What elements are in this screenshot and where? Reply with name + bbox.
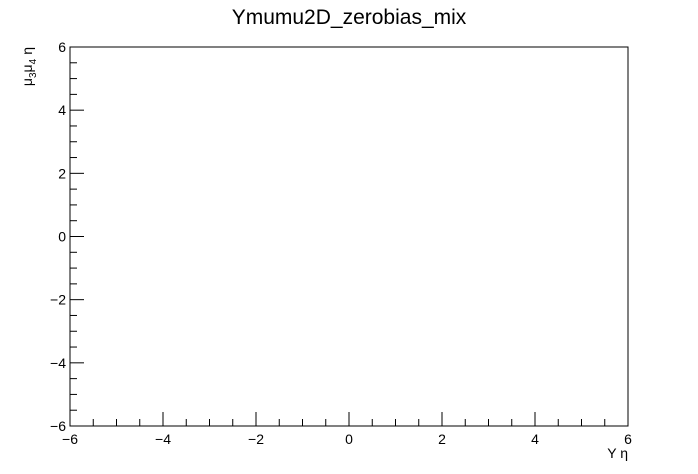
chart-title: Ymumu2D_zerobias_mix	[232, 6, 467, 29]
x-axis-label: Υ η	[607, 445, 628, 461]
y-axis-label-mu3: μ	[19, 78, 35, 86]
y-axis-label-eta: η	[19, 47, 35, 55]
svg-text:μ3μ4η: μ3μ4η	[19, 47, 39, 86]
x-tick-label: 0	[345, 431, 353, 447]
x-tick-label: 6	[624, 431, 632, 447]
y-tick-label: 2	[58, 165, 66, 181]
y-tick-label: 4	[58, 102, 66, 118]
y-tick-label: −6	[50, 418, 66, 434]
y-axis-tick-labels: −6 −4 −2 0 2 4 6	[50, 39, 66, 434]
y-axis-label-sub4: 4	[28, 58, 39, 64]
x-tick-label: −6	[62, 431, 78, 447]
y-tick-label: −4	[50, 355, 66, 371]
y-axis-label: μ3μ4η	[19, 47, 39, 86]
x-tick-label: −4	[155, 431, 171, 447]
x-tick-label: 2	[438, 431, 446, 447]
x-axis-ticks	[69, 412, 629, 426]
y-axis-label-sub3: 3	[28, 72, 39, 78]
y-tick-label: −2	[50, 292, 66, 308]
x-tick-label: 4	[531, 431, 539, 447]
y-axis-label-mu4: μ	[19, 64, 35, 72]
y-tick-label: 0	[58, 229, 66, 245]
x-axis-tick-labels: −6 −4 −2 0 2 4 6	[62, 431, 632, 447]
y-tick-label: 6	[58, 39, 66, 55]
x-tick-label: −2	[248, 431, 264, 447]
y-axis-ticks	[70, 46, 84, 427]
